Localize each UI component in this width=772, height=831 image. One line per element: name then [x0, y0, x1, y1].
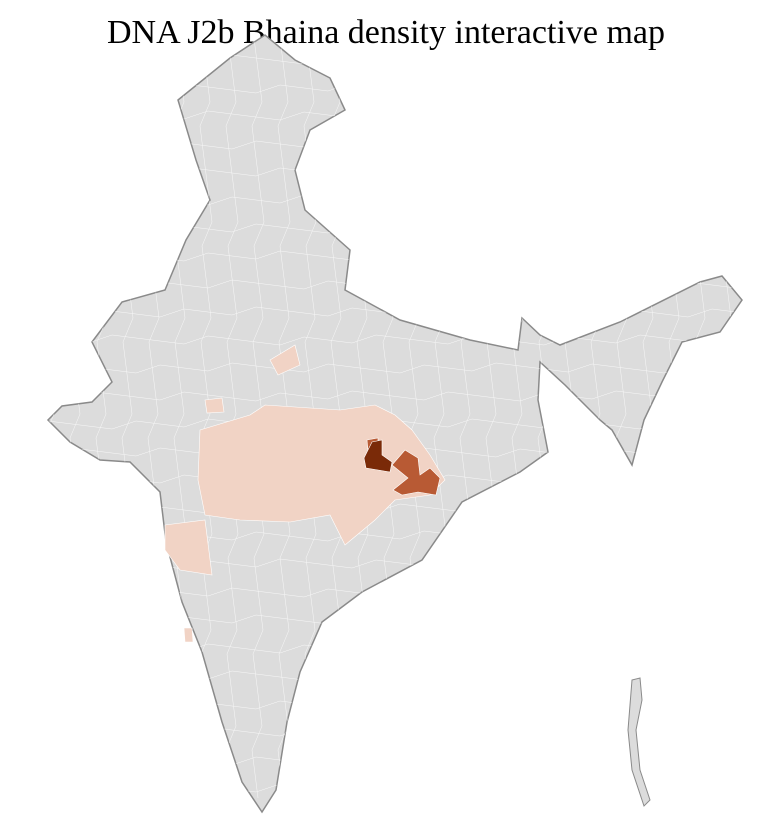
district-border [746, 30, 758, 798]
district-border [667, 35, 681, 799]
bangladesh-gap [540, 452, 552, 470]
andaman-islands[interactable] [627, 677, 651, 807]
district-border [48, 670, 737, 682]
region-density-low-north[interactable] [269, 344, 301, 376]
region-density-low-south[interactable] [183, 627, 194, 643]
district-border [48, 278, 737, 290]
region-density-high[interactable] [363, 439, 393, 473]
district-border [48, 166, 737, 178]
district-border [225, 35, 239, 799]
district-border [48, 810, 737, 812]
district-border [719, 35, 733, 799]
map-title: DNA J2b Bhaina density interactive map [106, 14, 666, 51]
district-border [563, 35, 577, 799]
district-border [48, 110, 737, 122]
district-border [48, 334, 737, 346]
district-border [48, 35, 57, 799]
district-border [48, 614, 737, 626]
district-border [48, 222, 737, 234]
district-border [48, 194, 737, 206]
district-border [48, 54, 737, 66]
region-density-low-small-west[interactable] [204, 397, 225, 414]
district-border [693, 35, 707, 799]
district-border [251, 35, 265, 799]
district-border [277, 35, 291, 799]
district-border [48, 782, 737, 794]
district-border [48, 250, 737, 262]
district-border [48, 138, 737, 150]
region-density-medium-east[interactable] [391, 449, 441, 496]
district-border [48, 82, 737, 94]
district-border [48, 586, 737, 598]
region-density-low-west[interactable] [164, 519, 213, 576]
district-border [48, 362, 737, 374]
district-border [48, 642, 737, 654]
region-density-low-central[interactable] [197, 404, 446, 546]
